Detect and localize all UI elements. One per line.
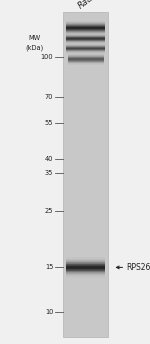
Bar xyxy=(66,24,105,25)
Text: 25: 25 xyxy=(45,208,53,214)
Bar xyxy=(66,260,105,261)
Bar xyxy=(66,263,105,264)
Text: Rat2: Rat2 xyxy=(76,0,98,10)
Bar xyxy=(66,34,105,35)
Bar xyxy=(68,56,104,57)
Text: 70: 70 xyxy=(45,94,53,99)
Bar xyxy=(66,28,105,29)
Bar xyxy=(66,25,105,26)
Bar xyxy=(66,21,105,22)
Bar xyxy=(66,271,105,272)
Bar xyxy=(66,259,105,260)
Bar xyxy=(66,273,105,274)
Bar xyxy=(66,32,105,33)
Bar xyxy=(63,12,108,337)
Bar xyxy=(66,257,105,258)
Bar xyxy=(66,277,105,278)
Text: MW: MW xyxy=(28,35,40,41)
Bar xyxy=(68,63,104,64)
Bar xyxy=(66,31,105,32)
Bar xyxy=(68,53,104,54)
Bar xyxy=(66,265,105,266)
Bar xyxy=(66,275,105,276)
Bar xyxy=(66,262,105,263)
Bar xyxy=(66,33,105,34)
Text: 10: 10 xyxy=(45,309,53,315)
Bar xyxy=(66,274,105,275)
Bar xyxy=(66,261,105,262)
Text: (kDa): (kDa) xyxy=(25,44,44,51)
Bar xyxy=(68,62,104,63)
Bar xyxy=(66,258,105,259)
Bar xyxy=(66,29,105,30)
Text: 100: 100 xyxy=(41,54,53,60)
Bar xyxy=(66,23,105,24)
Bar xyxy=(68,64,104,65)
Bar xyxy=(66,269,105,270)
Bar xyxy=(66,272,105,273)
Bar xyxy=(66,264,105,265)
Text: 35: 35 xyxy=(45,170,53,176)
Bar xyxy=(66,26,105,27)
Bar xyxy=(68,54,104,55)
Bar xyxy=(68,60,104,61)
Bar xyxy=(68,58,104,59)
Bar xyxy=(66,30,105,31)
Bar xyxy=(66,270,105,271)
Bar xyxy=(66,27,105,28)
Bar xyxy=(68,59,104,60)
Text: RPS26: RPS26 xyxy=(126,263,150,272)
Bar xyxy=(68,61,104,62)
Bar xyxy=(66,276,105,277)
Text: 55: 55 xyxy=(45,120,53,126)
Bar xyxy=(66,267,105,268)
Text: 40: 40 xyxy=(45,155,53,162)
Bar xyxy=(68,57,104,58)
Bar xyxy=(66,268,105,269)
Text: 15: 15 xyxy=(45,265,53,270)
Bar xyxy=(66,22,105,23)
Bar xyxy=(66,266,105,267)
Bar xyxy=(68,55,104,56)
